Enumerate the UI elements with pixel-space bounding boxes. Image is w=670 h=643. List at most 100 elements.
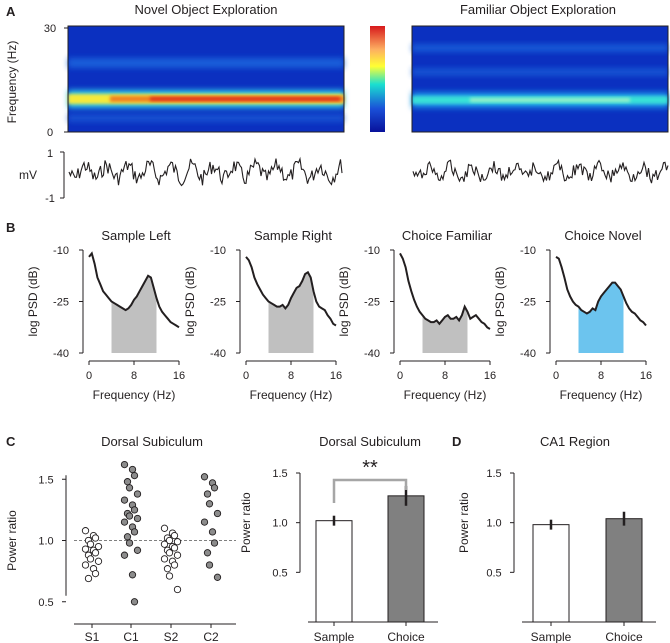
scatter-point <box>133 546 142 554</box>
scatter-point <box>170 561 179 569</box>
psd-y-tick-label: -40 <box>53 348 69 360</box>
psd-title: Sample Right <box>254 228 332 243</box>
bar-choice <box>387 495 425 623</box>
psd-y-tick-label: -25 <box>53 297 69 309</box>
title-novel-exploration: Novel Object Exploration <box>134 2 277 17</box>
scatter-point <box>94 557 103 565</box>
psd-x-tick-label: 0 <box>243 370 249 382</box>
bar-y-label: Power ratio <box>457 492 471 553</box>
psd-x-label: Frequency (Hz) <box>560 388 643 402</box>
scatter-point <box>165 549 174 557</box>
psd-y-tick-label: -10 <box>364 245 380 257</box>
lfp-trace-novel <box>68 156 343 187</box>
scatter-point <box>120 551 129 559</box>
psd-curve <box>399 252 491 330</box>
psd-x-tick-label: 0 <box>86 370 92 382</box>
bar-y-tick-label: 1.5 <box>486 468 501 480</box>
psd-x-label: Frequency (Hz) <box>404 388 487 402</box>
scatter-point <box>130 471 139 480</box>
psd-y-tick-label: -40 <box>210 348 226 360</box>
bar-category-label: Sample <box>531 630 572 643</box>
psd-y-label: log PSD (dB) <box>26 266 40 336</box>
scatter-point <box>170 531 179 540</box>
psd-title: Choice Familiar <box>402 228 493 243</box>
scatter-point <box>128 465 137 474</box>
panel-c: C Dorsal Subiculum Dorsal Subiculum 1.51… <box>5 434 438 643</box>
psd-band-fill <box>111 275 157 353</box>
psd-x-tick-label: 16 <box>640 370 652 382</box>
scatter-point <box>91 549 100 557</box>
scatter-point <box>125 539 134 547</box>
psd-band-fill <box>268 272 314 353</box>
scatter-point <box>125 484 134 492</box>
scatter-point <box>133 514 142 523</box>
freq-tick-label-0: 0 <box>47 127 53 139</box>
psd-curve <box>245 256 337 327</box>
bar-category-label: Choice <box>605 630 643 643</box>
lfp-trace-familiar <box>412 158 669 184</box>
scatter-point <box>200 518 209 526</box>
scatter-point <box>91 534 100 542</box>
psd-y-tick-label: -25 <box>210 297 226 309</box>
psd-x-label: Frequency (Hz) <box>250 388 333 402</box>
scatter-point <box>213 573 222 581</box>
scatter-point <box>130 598 139 606</box>
scatter-point <box>160 524 169 532</box>
scatter-point <box>205 561 214 569</box>
scatter-point <box>86 555 95 563</box>
scatter-point <box>120 518 129 526</box>
bar-category-label: Sample <box>314 630 355 643</box>
psd-x-tick-label: 8 <box>131 370 137 382</box>
scatter-point <box>173 551 182 559</box>
scatter-y-tick-label: 1.5 <box>38 474 53 486</box>
psd-x-tick-label: 8 <box>442 370 448 382</box>
scatter-point <box>81 545 90 553</box>
psd-curve <box>555 256 647 327</box>
psd-x-tick-label: 16 <box>484 370 496 382</box>
psd-x-label: Frequency (Hz) <box>93 388 176 402</box>
scatter-point <box>128 571 137 579</box>
bar-category-label: Choice <box>387 630 425 643</box>
scatter-point <box>86 540 95 548</box>
panel-letter-d: D <box>452 434 461 449</box>
psd-y-tick-label: -25 <box>520 297 536 309</box>
psd-x-tick-label: 16 <box>173 370 185 382</box>
psd-y-label: log PSD (dB) <box>337 266 351 336</box>
psd-band-fill <box>422 306 468 353</box>
psd-y-tick-label: -10 <box>210 245 226 257</box>
psd-curve <box>88 251 180 329</box>
bar-sample <box>315 520 353 623</box>
psd-x-tick-label: 8 <box>288 370 294 382</box>
bar-chart-ca1: 1.5 1.0 0.5 Sample Choice Power ratio <box>457 468 656 643</box>
mv-tick-label-1: 1 <box>47 148 53 160</box>
bar-y-tick-label: 1.0 <box>486 518 501 530</box>
scatter-point <box>165 572 174 580</box>
scatter-category-label: C2 <box>203 630 219 643</box>
scatter-y-label: Power ratio <box>5 510 19 571</box>
psd-title: Sample Left <box>101 228 171 243</box>
bar-sample <box>532 524 570 623</box>
scatter-y-tick-label: 0.5 <box>38 597 53 609</box>
spectrogram-familiar <box>411 25 669 133</box>
bar-title-ca1: CA1 Region <box>540 434 610 449</box>
scatter-point <box>203 549 212 557</box>
freq-tick-label-30: 30 <box>44 23 56 35</box>
scatter-point <box>133 490 142 498</box>
title-familiar-exploration: Familiar Object Exploration <box>460 2 616 17</box>
scatter-point <box>160 540 169 548</box>
lfp-axis <box>60 151 65 199</box>
scatter-point <box>210 484 219 492</box>
panel-letter-a: A <box>6 4 16 19</box>
scatter-point <box>210 539 219 547</box>
psd-band-fill <box>578 282 624 353</box>
psd-y-tick-label: -25 <box>364 297 380 309</box>
panel-letter-b: B <box>6 220 15 235</box>
scatter-point <box>123 478 132 486</box>
scatter-point <box>163 565 172 573</box>
psd-y-tick-label: -10 <box>520 245 536 257</box>
psd-y-tick-label: -40 <box>520 348 536 360</box>
bar-choice <box>605 518 643 623</box>
bar-y-tick-label: 0.5 <box>486 567 501 579</box>
scatter-point <box>200 473 209 481</box>
